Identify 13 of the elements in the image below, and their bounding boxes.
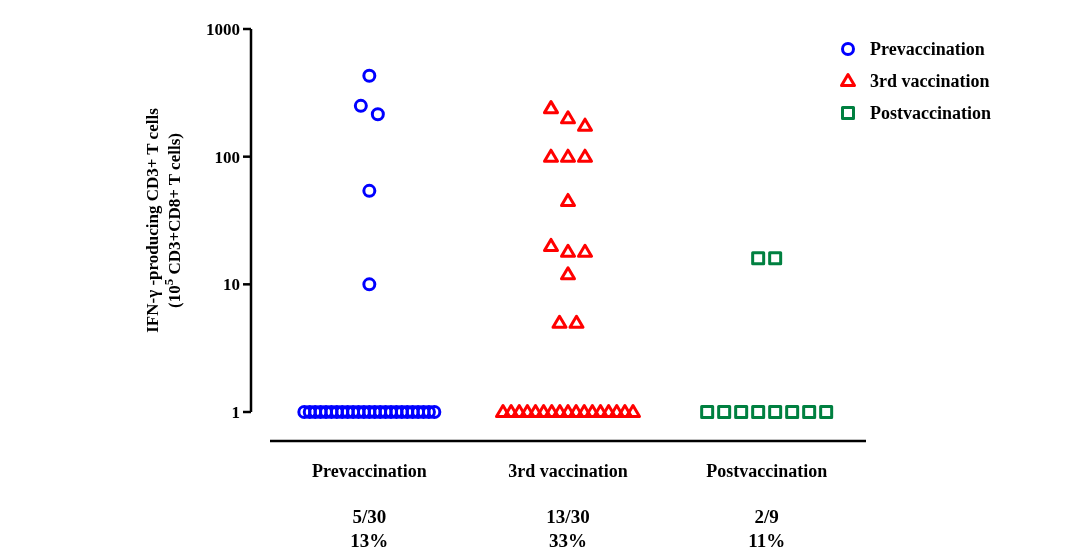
y-tick-label: 10	[223, 275, 240, 295]
text: 5/30 13%	[350, 506, 389, 550]
x-tick-label: Postvaccination	[706, 461, 828, 481]
legend-label: Prevaccination	[870, 39, 985, 60]
legend-label: Postvaccination	[870, 103, 991, 124]
x-tick-label: Prevaccination	[312, 461, 427, 481]
legend-label: 3rd vaccination	[870, 71, 990, 92]
text: 13/30 33%	[546, 506, 590, 550]
x-tick-label: 3rd vaccination	[508, 461, 628, 481]
y-tick-label: 1000	[206, 19, 240, 39]
y-tick-label: 1	[231, 402, 240, 422]
y-tick-label: 100	[214, 147, 240, 167]
text: 2/9 11%	[748, 506, 786, 550]
